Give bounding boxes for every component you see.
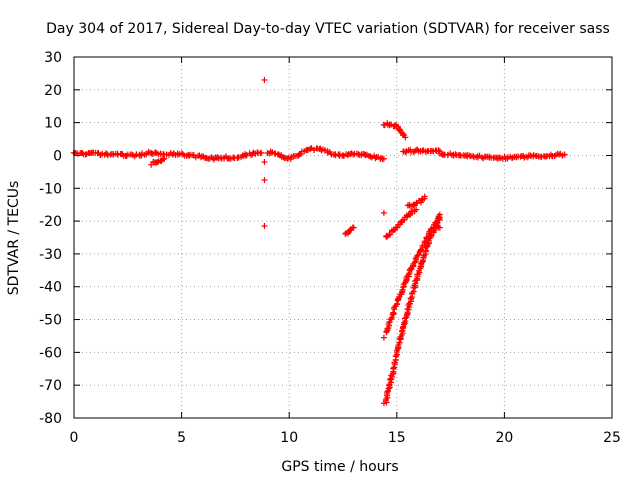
data-point <box>387 316 394 323</box>
y-tick-label: 30 <box>44 50 62 66</box>
x-tick-labels: 0 5 10 15 20 25 <box>70 430 621 446</box>
data-point <box>254 149 261 156</box>
data-point <box>394 301 401 308</box>
data-segment <box>264 145 387 163</box>
data-point <box>436 224 443 231</box>
data-point <box>380 155 387 162</box>
data-point <box>414 252 421 259</box>
data-point <box>367 153 374 160</box>
y-tick-label: -70 <box>39 378 62 394</box>
data-point <box>421 193 428 200</box>
data-point <box>380 334 387 341</box>
y-tick-label: -30 <box>39 247 62 263</box>
data-point <box>114 151 121 158</box>
data-point <box>258 149 265 156</box>
data-point <box>556 151 563 158</box>
data-point <box>350 224 357 231</box>
x-tick-label: 20 <box>495 430 513 446</box>
data-point <box>390 227 397 234</box>
y-tick-label: -80 <box>39 411 62 427</box>
chart-title: Day 304 of 2017, Sidereal Day-to-day VTE… <box>46 21 610 37</box>
data-point <box>261 76 268 83</box>
grid-lines <box>74 57 612 418</box>
data-point <box>123 152 130 159</box>
data-point <box>386 318 393 325</box>
data-point <box>384 389 391 396</box>
data-point <box>452 151 459 158</box>
data-segment <box>342 224 357 237</box>
data-point <box>478 154 485 161</box>
data-segment <box>404 193 428 210</box>
x-tick-label: 5 <box>177 430 186 446</box>
y-tick-label: -60 <box>39 345 62 361</box>
data-point <box>394 224 401 231</box>
x-tick-label: 15 <box>388 430 406 446</box>
data-point <box>435 147 442 154</box>
data-point <box>79 150 86 157</box>
x-axis-label: GPS time / hours <box>281 459 398 475</box>
data-point <box>436 214 443 221</box>
y-tick-label: -10 <box>39 181 62 197</box>
data-segment <box>400 146 443 156</box>
data-segment <box>433 222 443 231</box>
x-tick-label: 10 <box>280 430 298 446</box>
data-point <box>410 202 417 209</box>
data-point <box>261 223 268 230</box>
data-point <box>380 209 387 216</box>
data-point <box>387 376 394 383</box>
y-tick-label: 0 <box>53 148 62 164</box>
data-segment <box>380 120 409 141</box>
data-segment <box>148 155 168 168</box>
y-tick-label: -50 <box>39 313 62 329</box>
data-point <box>561 151 568 158</box>
data-point <box>390 309 397 316</box>
y-tick-label: -20 <box>39 214 62 230</box>
data-point <box>508 155 515 162</box>
plot-frame <box>73 56 613 419</box>
data-point <box>413 206 420 213</box>
x-tick-label: 0 <box>70 430 79 446</box>
data-point <box>261 177 268 184</box>
data-segment <box>436 150 568 162</box>
y-tick-labels: -80 -70 -60 -50 -40 -30 -20 -10 0 10 20 30 <box>39 50 62 427</box>
y-tick-label: 20 <box>44 83 62 99</box>
data-point <box>161 155 168 162</box>
axis-ticks <box>73 56 613 419</box>
data-point <box>407 295 414 302</box>
data-point <box>261 159 268 166</box>
data-point <box>154 159 161 166</box>
y-tick-label: 10 <box>44 116 62 132</box>
data-segment <box>383 211 443 336</box>
x-tick-label: 25 <box>603 430 621 446</box>
data-points <box>70 76 568 407</box>
y-tick-label: -40 <box>39 280 62 296</box>
data-point <box>332 152 339 159</box>
data-point <box>380 400 387 407</box>
data-point <box>280 154 287 161</box>
y-axis-label: SDTVAR / TECUs <box>6 181 22 296</box>
data-point <box>384 325 391 332</box>
data-point <box>152 149 159 156</box>
data-segment <box>383 206 420 240</box>
data-segment <box>382 214 443 406</box>
data-point <box>388 314 395 321</box>
data-point <box>390 365 397 372</box>
data-segment <box>70 148 265 163</box>
data-point <box>402 134 409 141</box>
data-point <box>350 151 357 158</box>
data-point <box>517 153 524 160</box>
